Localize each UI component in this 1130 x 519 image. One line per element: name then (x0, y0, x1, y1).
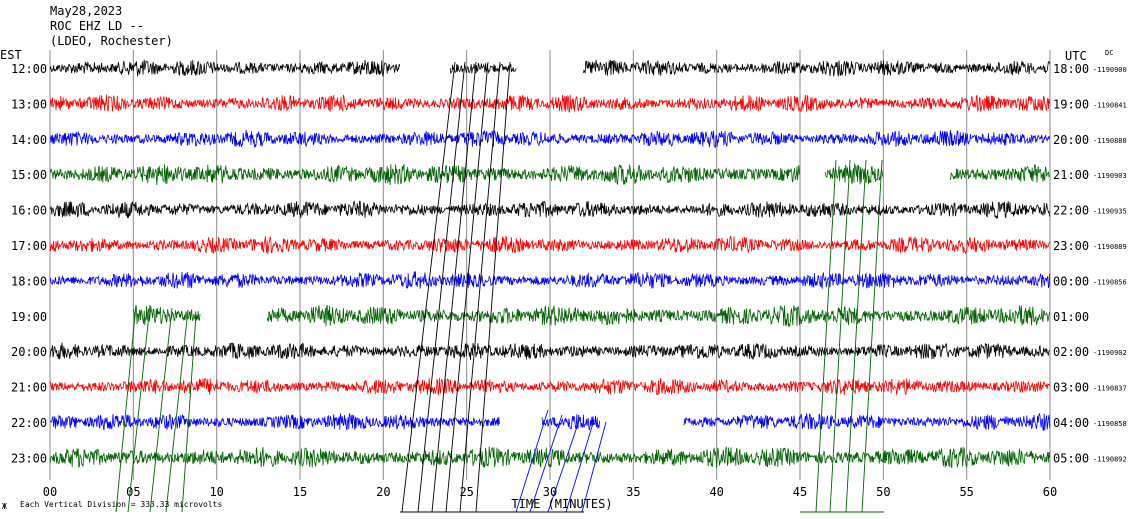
dc-offset-label: -1190892 (1093, 455, 1127, 463)
x-tick-label: 25 (459, 485, 473, 499)
event-streak (459, 61, 501, 513)
est-time-label: 16:00 (11, 204, 47, 218)
dc-offset-label: -1190856 (1093, 278, 1127, 286)
est-time-label: 19:00 (11, 310, 47, 324)
event-streak (845, 159, 867, 513)
x-tick-label: 15 (293, 485, 307, 499)
utc-time-label: 18:00 (1053, 62, 1089, 76)
x-tick-label: 00 (43, 485, 57, 499)
event-streak (475, 61, 511, 513)
event-streak (547, 417, 581, 513)
est-time-label: 18:00 (11, 274, 47, 288)
trace-row (49, 342, 1050, 360)
left-zone-label: EST (0, 48, 22, 62)
corner-mark: Ж (2, 502, 7, 511)
x-tick-label: 35 (626, 485, 640, 499)
dc-offset-label: -1190880 (1093, 137, 1127, 145)
trace-row (49, 59, 1050, 78)
event-streak (829, 159, 851, 513)
trace-row (49, 200, 1050, 220)
event-streak (431, 61, 477, 513)
right-zone-label: UTC (1065, 49, 1087, 63)
event-streak (115, 304, 137, 513)
est-time-label: 13:00 (11, 97, 47, 111)
event-streak (529, 414, 563, 513)
trace-row (49, 271, 1050, 290)
utc-time-label: 23:00 (1053, 239, 1089, 253)
est-time-label: 20:00 (11, 345, 47, 359)
dc-offset-label: -1190935 (1093, 208, 1127, 216)
dc-offset-label: -1190841 (1093, 101, 1127, 109)
dc-offset-label: -1190902 (1093, 349, 1127, 357)
event-streak (565, 419, 595, 513)
date-label: May28,2023 (50, 4, 122, 18)
event-streak (815, 159, 837, 513)
x-axis-title: TIME (MINUTES) (511, 497, 612, 511)
dc-offset-label: -1190858 (1093, 420, 1127, 428)
event-streak (165, 309, 189, 513)
utc-time-label: 21:00 (1053, 168, 1089, 182)
trace-row (49, 377, 1050, 396)
vertical-grid (49, 50, 1051, 480)
station-label: ROC EHZ LD -- (50, 19, 144, 33)
x-tick-label: 45 (793, 485, 807, 499)
utc-time-label: 02:00 (1053, 345, 1089, 359)
utc-time-label: 01:00 (1053, 310, 1089, 324)
dc-offset-label: -1190903 (1093, 172, 1127, 180)
x-tick-label: 40 (709, 485, 723, 499)
event-streak (515, 409, 549, 513)
trace-row (133, 304, 1050, 328)
event-streak (445, 61, 489, 513)
x-tick-label: 05 (126, 485, 140, 499)
x-tick-label: 60 (1043, 485, 1057, 499)
event-streak (581, 421, 607, 513)
utc-time-label: 00:00 (1053, 274, 1089, 288)
utc-time-label: 19:00 (1053, 97, 1089, 111)
event-streak (149, 307, 173, 513)
est-time-label: 15:00 (11, 168, 47, 182)
est-time-label: 14:00 (11, 133, 47, 147)
utc-time-label: 05:00 (1053, 451, 1089, 465)
utc-time-label: 04:00 (1053, 416, 1089, 430)
dc-offset-label: -1190900 (1093, 66, 1127, 74)
est-time-label: 21:00 (11, 381, 47, 395)
scale-footnote: Each Vertical Division = 333.33 microvol… (20, 500, 222, 509)
trace-row (49, 94, 1050, 113)
seismic-traces (49, 59, 1050, 469)
x-tick-label: 50 (876, 485, 890, 499)
trace-row (49, 129, 1050, 149)
x-tick-labels: 00 05 10 15 20 25 30 35 40 45 50 55 60 (43, 485, 1057, 499)
dc-offset-label: -1190889 (1093, 243, 1127, 251)
x-tick-label: 55 (959, 485, 973, 499)
est-time-label: 22:00 (11, 416, 47, 430)
event-streak (181, 314, 197, 513)
x-tick-label: 20 (376, 485, 390, 499)
trace-row (49, 445, 1050, 469)
est-time-label: 17:00 (11, 239, 47, 253)
event-streaks (115, 61, 884, 513)
event-streak (861, 159, 883, 513)
utc-time-label: 03:00 (1053, 381, 1089, 395)
utc-time-label: 20:00 (1053, 133, 1089, 147)
event-streak (417, 61, 466, 513)
dc-offset-label: -1190837 (1093, 385, 1127, 393)
event-streak (401, 61, 456, 513)
est-time-label: 12:00 (11, 62, 47, 76)
row-labels: 12:00 18:00 -1190900 13:00 19:00 -1190841 14:0… (11, 62, 1127, 465)
trace-row (49, 235, 1050, 255)
utc-time-label: 22:00 (1053, 204, 1089, 218)
event-streak (127, 304, 151, 513)
x-tick-label: 10 (209, 485, 223, 499)
est-time-label: 23:00 (11, 451, 47, 465)
network-label: (LDEO, Rochester) (50, 34, 173, 48)
dc-header-label: DC (1105, 49, 1113, 57)
